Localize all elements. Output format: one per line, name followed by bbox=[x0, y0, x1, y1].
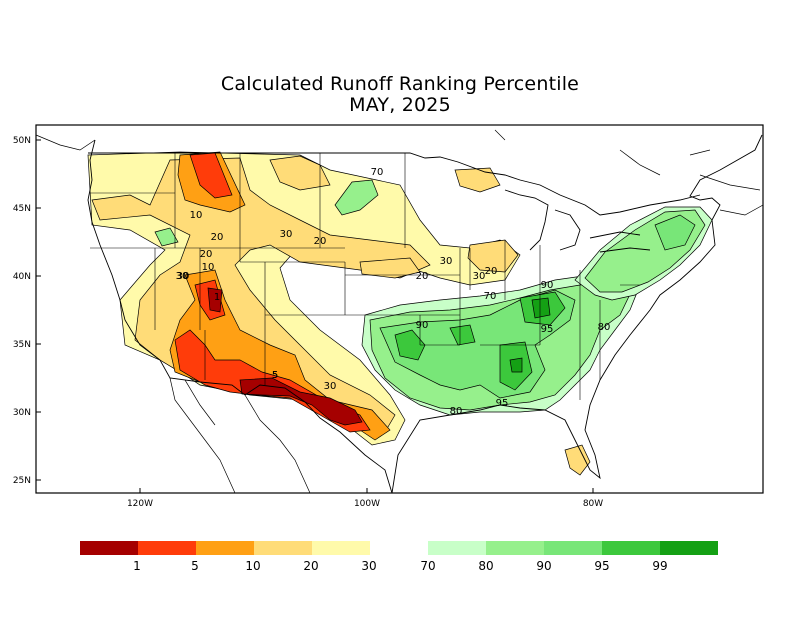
latitude-label: 30N bbox=[13, 408, 31, 418]
coastline-north bbox=[35, 129, 764, 216]
contour-label: 30 bbox=[440, 256, 453, 267]
contour-label: 80 bbox=[598, 322, 611, 333]
contour-label: 20 bbox=[200, 249, 213, 260]
map-frame bbox=[35, 124, 764, 494]
legend-label: 5 bbox=[191, 559, 199, 573]
legend-swatch bbox=[80, 541, 138, 555]
wet-region-florida-20 bbox=[564, 444, 591, 476]
wet-region-99-b bbox=[509, 357, 523, 373]
legend-swatch bbox=[486, 541, 544, 555]
wet-region-95-a bbox=[394, 329, 426, 361]
contour-label: 30 bbox=[473, 271, 486, 282]
boundary-layer bbox=[35, 129, 764, 494]
map-fill-layer bbox=[87, 151, 713, 476]
contour-label: 70 bbox=[484, 291, 497, 302]
longitude-label: 80W bbox=[583, 499, 603, 509]
wet-region-idaho-80 bbox=[154, 227, 179, 247]
legend-swatch bbox=[138, 541, 196, 555]
dry-region-1 bbox=[207, 287, 363, 426]
contour-label: 10 bbox=[202, 262, 215, 273]
legend-label: 10 bbox=[245, 559, 260, 573]
legend-swatch bbox=[544, 541, 602, 555]
latitude-label: 50N bbox=[13, 136, 31, 146]
longitude-label: 120W bbox=[127, 499, 153, 509]
state-lines bbox=[90, 153, 640, 400]
wet-region-95-b bbox=[449, 324, 476, 346]
latitude-label: 40N bbox=[13, 272, 31, 282]
contour-label: 1 bbox=[214, 292, 220, 303]
contour-label: 90 bbox=[541, 280, 554, 291]
legend-swatch bbox=[196, 541, 254, 555]
contour-label: 30 bbox=[176, 271, 189, 282]
contour-label: 20 bbox=[314, 236, 327, 247]
map-title: Calculated Runoff Ranking Percentile bbox=[220, 73, 580, 95]
mexico-border bbox=[169, 377, 311, 494]
contour-label: 20 bbox=[485, 266, 498, 277]
legend-label: 70 bbox=[420, 559, 435, 573]
dry-region-dakota-20 bbox=[454, 167, 501, 193]
contour-label: 90 bbox=[416, 320, 429, 331]
legend-swatch bbox=[428, 541, 486, 555]
contour-label: 10 bbox=[190, 210, 203, 221]
contour-label: 5 bbox=[272, 370, 278, 381]
latitude-labels: 50N 45N 40N 35N 30N 25N bbox=[13, 136, 41, 486]
longitude-label: 100W bbox=[354, 499, 380, 509]
dry-region-plains-20 bbox=[269, 155, 331, 191]
legend-swatch bbox=[254, 541, 312, 555]
contour-label: 80 bbox=[450, 406, 463, 417]
map-subtitle: MAY, 2025 bbox=[349, 94, 451, 116]
legend-swatch bbox=[312, 541, 370, 555]
contour-label: 5 bbox=[272, 370, 278, 381]
canada-border bbox=[88, 152, 701, 216]
wet-region-99-a bbox=[531, 297, 551, 319]
legend-label: 1 bbox=[133, 559, 141, 573]
legend-label: 80 bbox=[478, 559, 493, 573]
latitude-label: 35N bbox=[13, 340, 31, 350]
contour-label: 30 bbox=[177, 271, 190, 282]
legend: 1 5 10 20 30 70 80 90 95 99 bbox=[80, 541, 718, 573]
longitude-labels: 120W 100W 80W bbox=[127, 488, 603, 509]
contour-label: 70 bbox=[371, 167, 384, 178]
contour-label: 20 bbox=[211, 232, 224, 243]
legend-label: 20 bbox=[303, 559, 318, 573]
legend-label: 30 bbox=[361, 559, 376, 573]
contour-label: 30 bbox=[324, 381, 337, 392]
wet-region-dakota-80 bbox=[334, 179, 379, 216]
legend-label: 95 bbox=[594, 559, 609, 573]
latitude-label: 45N bbox=[13, 204, 31, 214]
wet-region-northeast-90 bbox=[654, 214, 696, 251]
contour-label: 20 bbox=[416, 271, 429, 282]
legend-label: 99 bbox=[652, 559, 667, 573]
legend-swatch bbox=[660, 541, 718, 555]
contour-label: 95 bbox=[496, 398, 509, 409]
contour-label: 95 bbox=[541, 324, 554, 335]
great-lakes bbox=[504, 189, 651, 253]
legend-label: 90 bbox=[536, 559, 551, 573]
contour-label: 30 bbox=[280, 229, 293, 240]
latitude-label: 25N bbox=[13, 476, 31, 486]
legend-swatch bbox=[602, 541, 660, 555]
